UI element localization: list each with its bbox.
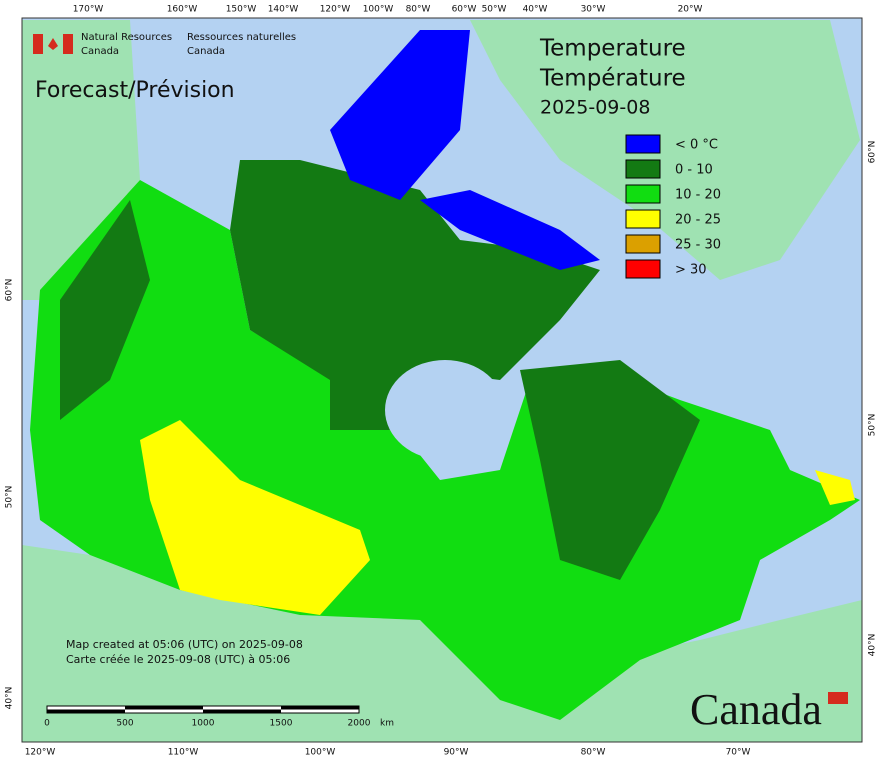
scale-label: 0 xyxy=(44,719,50,729)
longitude-label: 100°W xyxy=(363,5,394,15)
title: Temperature xyxy=(539,36,686,62)
longitude-label: 140°W xyxy=(268,5,299,15)
longitude-label: 40°W xyxy=(523,5,548,15)
longitude-label: 70°W xyxy=(726,748,751,758)
longitude-label: 120°W xyxy=(25,748,56,758)
latitude-label: 40°N xyxy=(868,634,878,657)
agency-en: Canada xyxy=(81,46,119,57)
longitude-label: 60°W xyxy=(452,5,477,15)
agency-fr: Canada xyxy=(187,46,225,57)
wordmark-flag xyxy=(828,692,848,704)
scale-label: 500 xyxy=(116,719,133,729)
longitude-label: 90°W xyxy=(444,748,469,758)
flag xyxy=(63,34,73,54)
legend-swatch xyxy=(625,234,661,254)
wordmark: Canada xyxy=(690,685,822,734)
latitude-label: 40°N xyxy=(5,687,15,710)
longitude-label: 160°W xyxy=(167,5,198,15)
prairies-warm xyxy=(140,420,370,615)
agency-fr: Ressources naturelles xyxy=(187,32,296,43)
legend-label: > 30 xyxy=(675,263,707,278)
quebec-region xyxy=(520,360,700,580)
alaska xyxy=(22,20,140,300)
bc-region xyxy=(60,200,150,420)
greenland xyxy=(470,20,860,280)
united-states xyxy=(22,545,862,742)
forecast: Forecast/Prévision xyxy=(35,78,235,103)
longitude-label: 110°W xyxy=(168,748,199,758)
longitude-label: 150°W xyxy=(226,5,257,15)
agency-en: Natural Resources xyxy=(81,32,172,43)
title: 2025-09-08 xyxy=(540,97,650,119)
latitude-label: 60°N xyxy=(5,279,15,302)
nova-scotia-warm xyxy=(815,470,855,505)
scale-unit: km xyxy=(380,719,394,729)
longitude-label: 80°W xyxy=(406,5,431,15)
longitude-label: 100°W xyxy=(305,748,336,758)
flag xyxy=(33,34,43,54)
legend-swatch xyxy=(625,184,661,204)
arctic-islands xyxy=(330,30,470,200)
legend-label: 20 - 25 xyxy=(675,213,721,228)
legend-label: 25 - 30 xyxy=(675,238,721,253)
longitude-label: 50°W xyxy=(482,5,507,15)
longitude-label: 30°W xyxy=(581,5,606,15)
scale-label: 1000 xyxy=(192,719,215,729)
latitude-label: 50°N xyxy=(868,414,878,437)
longitude-label: 120°W xyxy=(320,5,351,15)
legend-swatch xyxy=(625,209,661,229)
latitude-label: 60°N xyxy=(868,141,878,164)
legend-label: 0 - 10 xyxy=(675,163,713,178)
map-frame xyxy=(21,17,863,743)
scale-bar xyxy=(46,705,360,714)
longitude-label: 20°W xyxy=(678,5,703,15)
flag xyxy=(48,38,58,50)
legend-swatch xyxy=(625,259,661,279)
hudson-bay xyxy=(385,360,505,460)
northern-region xyxy=(230,160,600,430)
scale-label: 2000 xyxy=(348,719,371,729)
longitude-label: 80°W xyxy=(581,748,606,758)
footer-note: Map created at 05:06 (UTC) on 2025-09-08 xyxy=(66,638,303,651)
scale-label: 1500 xyxy=(270,719,293,729)
title: Température xyxy=(539,66,686,92)
legend-swatch xyxy=(625,134,661,154)
latitude-label: 50°N xyxy=(5,486,15,509)
legend-label: 10 - 20 xyxy=(675,188,721,203)
longitude-label: 170°W xyxy=(73,5,104,15)
footer-note: Carte créée le 2025-09-08 (UTC) à 05:06 xyxy=(66,653,290,666)
legend-swatch xyxy=(625,159,661,179)
legend-label: < 0 °C xyxy=(675,138,718,153)
baffin-north xyxy=(420,190,600,270)
